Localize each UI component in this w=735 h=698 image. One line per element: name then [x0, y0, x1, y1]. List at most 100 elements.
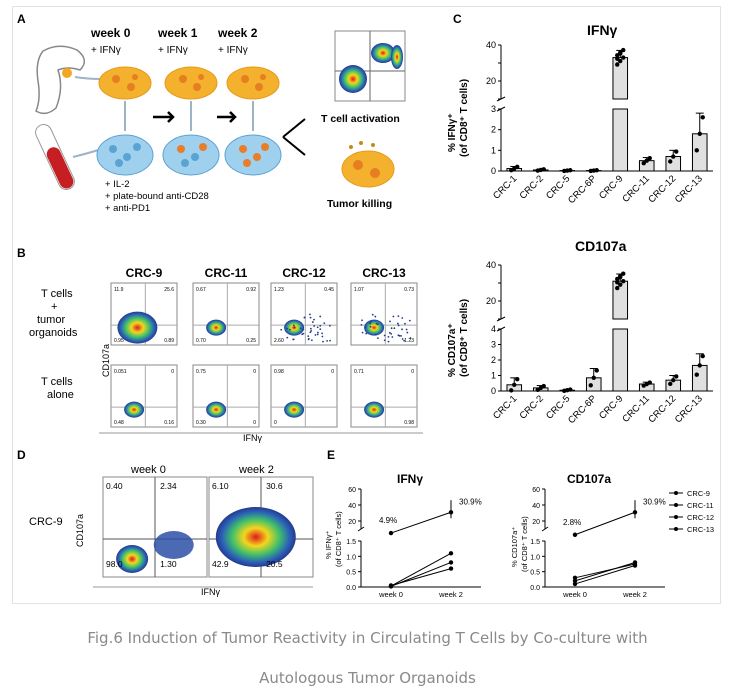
flow-quadrant-value: 0 [274, 420, 277, 426]
caption-line-1: Fig.6 Induction of Tumor Reactivity in C… [0, 618, 735, 658]
condition-1: + IL-2 [105, 179, 130, 190]
c-ytick-label: 1 [491, 145, 496, 155]
flow-quadrant-value: 0.89 [164, 338, 174, 344]
e-series-point [633, 562, 637, 566]
flow-event-dot [312, 321, 314, 323]
c-data-point [674, 374, 678, 378]
c-data-point [648, 380, 652, 384]
flow-event-dot [329, 340, 331, 342]
c-ytick-label: 3 [491, 104, 496, 114]
e-series-point [449, 560, 453, 564]
c-data-point [542, 384, 546, 388]
flow-event-dot [310, 317, 312, 319]
flow-event-dot [304, 317, 306, 319]
panel-b-letter: B [17, 246, 26, 260]
flow-event-dot [404, 323, 406, 325]
c-category-label: CRC-6P [566, 393, 599, 426]
c-data-point [509, 388, 513, 392]
flow-quadrant-value: 0.92 [246, 287, 256, 293]
row-label-alone: alone [47, 389, 74, 401]
panel-d: D CRC-9 week 0 week 2 CD107a IFNγ 0.402.… [17, 448, 313, 597]
c-data-point [568, 168, 572, 172]
flow-quadrant-value: 1.23 [274, 287, 284, 293]
flow-quadrant-value: 0 [253, 369, 256, 375]
e-ytick-label: 0.0 [530, 585, 540, 592]
c-data-point [592, 376, 596, 380]
c-data-point [595, 168, 599, 172]
flow-quadrant-value: 0 [253, 420, 256, 426]
e-annotation: 4.9% [379, 516, 397, 525]
flow-event-dot [369, 323, 371, 325]
legend-marker [674, 491, 678, 495]
flow-event-dot [322, 336, 324, 338]
c-data-point [542, 167, 546, 171]
c-data-point [589, 383, 593, 387]
flow-quadrant-value: 0.71 [354, 369, 364, 375]
c-data-point [621, 48, 625, 52]
flow-event-dot [286, 337, 288, 339]
flow-quadrant-value: 0.051 [114, 369, 127, 375]
c-bar [613, 58, 628, 99]
organoid-icon [227, 67, 279, 99]
c-category-label: CRC-13 [673, 393, 705, 425]
e-series-point [449, 566, 453, 570]
e-ylabel-cd107a-b: (of CD8⁺ T cells) [520, 516, 529, 572]
c-data-point [595, 368, 599, 372]
killing-label: Tumor killing [327, 198, 392, 210]
flow-event-dot [389, 320, 391, 322]
e-series-point [449, 551, 453, 555]
c-title-ifng: IFNγ [587, 22, 618, 38]
c-title-cd107a: CD107a [575, 238, 627, 254]
week-2-label: week 2 [217, 26, 258, 40]
flow-event-dot [389, 332, 391, 334]
d-xlabel: IFNγ [201, 587, 220, 597]
c-category-label: CRC-2 [518, 173, 546, 201]
flow-quadrant-value: 0.73 [404, 287, 414, 293]
t-cell-cluster-icon [163, 135, 219, 175]
flow-quadrant-value: 42.9 [212, 559, 229, 569]
e-xtick-label: week 0 [562, 590, 587, 599]
e-ytick-label: 40 [348, 503, 356, 510]
e-ytick-label: 0.5 [530, 570, 540, 577]
c-ylabel-cd107a-a: % CD107a⁺ [447, 323, 458, 377]
arrow-week-icon [153, 112, 173, 122]
c-data-point [615, 62, 619, 66]
legend-marker [674, 527, 678, 531]
flow-population [154, 531, 194, 559]
flow-quadrant-value: 2.34 [160, 481, 177, 491]
panel-e-letter: E [327, 448, 335, 462]
c-ytick-label: 0 [491, 166, 496, 176]
flow-quadrant-value: 0.40 [106, 481, 123, 491]
flow-population [206, 402, 226, 418]
d-col-week0: week 0 [130, 464, 166, 476]
flow-event-dot [322, 341, 324, 343]
e-ytick-label: 1.0 [346, 554, 356, 561]
flow-quadrant-value: 0.75 [196, 369, 206, 375]
c-bar [613, 281, 628, 319]
condition-2: + plate-bound anti-CD28 [105, 191, 209, 202]
c-data-point [568, 387, 572, 391]
e-ytick-label: 60 [532, 487, 540, 494]
arrow-colon-to-organoid [75, 77, 101, 79]
flow-event-dot [307, 335, 309, 337]
panel-b: B T cells + tumor organoids T cells alon… [17, 246, 423, 443]
d-sample-label: CRC-9 [29, 516, 63, 528]
flow-event-dot [397, 323, 399, 325]
c-data-point [648, 156, 652, 160]
flow-quadrant-value: 6.10 [212, 481, 229, 491]
flow-event-dot [294, 327, 296, 329]
e-annotation: 30.9% [643, 497, 666, 506]
panel-e: E IFNγ CD107a % IFNγ⁺ (of CD8⁺ T cells) … [324, 448, 714, 599]
c-ytick-label: 40 [486, 40, 496, 50]
activation-label: T cell activation [321, 113, 400, 125]
ifng-label-1: + IFNγ [158, 45, 188, 56]
e-series-point [389, 531, 393, 535]
c-ytick-label: 0 [491, 386, 496, 396]
c-data-point [695, 148, 699, 152]
c-category-label: CRC-12 [646, 173, 678, 205]
e-ytick-label: 20 [348, 519, 356, 526]
flow-event-dot [300, 327, 302, 329]
flow-event-dot [319, 328, 321, 330]
e-ytick-label: 0.5 [346, 570, 356, 577]
e-series-line [575, 512, 635, 534]
